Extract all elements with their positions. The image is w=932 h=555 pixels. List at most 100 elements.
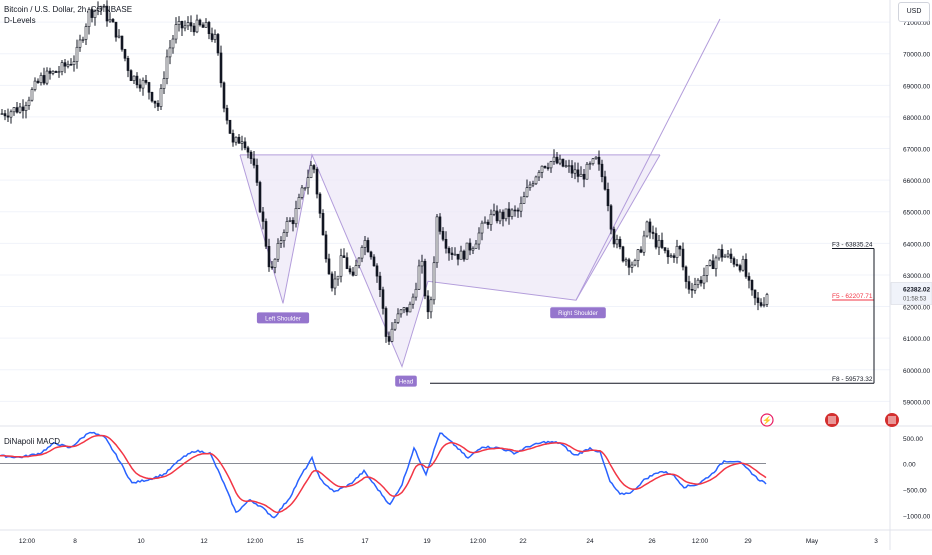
pattern-label: Left Shoulder (265, 316, 301, 322)
candle-body (234, 136, 238, 143)
macd-line (0, 431, 767, 519)
price-tick-label: 63000.00 (903, 273, 930, 280)
candle-body (192, 25, 196, 33)
candle-body (765, 294, 769, 305)
candle-body (483, 221, 487, 224)
candle-body (69, 63, 73, 66)
time-tick-label: 26 (648, 538, 656, 545)
candle-body (333, 278, 337, 289)
candle-body (558, 158, 562, 164)
candle-body (432, 262, 436, 301)
candle-body (138, 84, 142, 89)
candle-body (3, 113, 7, 117)
candle-body (201, 24, 205, 28)
candle-body (180, 21, 184, 29)
candle-body (258, 182, 262, 213)
time-tick-label: 3 (874, 538, 878, 545)
candle-body (282, 232, 286, 241)
candle-body (678, 245, 682, 250)
candle-body (210, 33, 214, 40)
candle-body (576, 169, 580, 177)
candle-body (594, 156, 598, 160)
candle-body (261, 211, 265, 222)
head-and-shoulders-pattern (239, 18, 721, 369)
time-tick-label: 29 (744, 538, 752, 545)
candle-body (294, 208, 298, 225)
candle-body (372, 256, 376, 267)
candle-body (120, 35, 124, 50)
macd-legend[interactable]: DiNapoli MACD (4, 436, 60, 447)
candle-body (21, 106, 25, 111)
pattern-label-bg (550, 307, 606, 319)
candle-body (402, 307, 406, 311)
time-tick-label: May (806, 538, 819, 545)
candle-body (249, 151, 253, 160)
fib-level-label: F3 - 63835.24 (832, 242, 873, 249)
candle-body (327, 258, 331, 275)
candle-body (54, 70, 58, 73)
candle-body (108, 19, 112, 22)
macd-tick-label: 500.00 (903, 436, 923, 443)
candle-body (393, 322, 397, 330)
candle-body (546, 167, 550, 169)
indicator-label: D-Levels (4, 16, 36, 25)
candle-body (84, 26, 88, 40)
candle-body (252, 158, 256, 166)
candle-body (438, 216, 442, 232)
price-axis: 59000.00 60000.00 61000.00 62000.00 63000.00… (890, 20, 932, 520)
candle-body (522, 196, 526, 204)
macd-tick-label: −500.00 (903, 487, 927, 494)
candle-body (129, 70, 133, 81)
symbol-legend[interactable]: Bitcoin / U.S. Dollar, 2h, COINBASE D-Le… (4, 4, 132, 26)
pattern-label-bg (395, 375, 417, 387)
candle-body (633, 260, 637, 266)
price-tick-label: 70000.00 (903, 52, 930, 59)
candle-body (30, 89, 34, 101)
candle-body (552, 156, 556, 162)
candle-body (618, 238, 622, 248)
candle-body (693, 284, 697, 291)
candle-body (447, 248, 451, 254)
candle-body (336, 275, 340, 280)
candle-body (219, 52, 223, 84)
candle-body (243, 141, 247, 149)
time-tick-label: 12:00 (247, 538, 264, 545)
fib-levels: F3 - 63835.24 F5 - 62207.71 F8 - 59573.32 (430, 242, 875, 384)
candle-body (408, 303, 412, 313)
candle-body (654, 233, 658, 248)
candle-body (51, 70, 55, 74)
candle-body (636, 249, 640, 261)
currency-button[interactable]: USD (898, 2, 930, 22)
candle-body (639, 249, 643, 253)
candle-body (456, 253, 460, 260)
candle-body (507, 208, 511, 217)
candle-body (354, 265, 358, 276)
candle-body (135, 75, 139, 86)
candle-body (231, 133, 235, 143)
candle-body (453, 253, 457, 256)
candle-body (459, 250, 463, 260)
candle-body (579, 173, 583, 177)
candle-body (720, 249, 724, 258)
time-tick-label: 12:00 (692, 538, 709, 545)
candle-body (399, 309, 403, 315)
candle-body (630, 264, 634, 268)
candle-body (492, 210, 496, 215)
candle-body (702, 275, 706, 284)
candle-body (279, 240, 283, 244)
candle-body (276, 242, 280, 260)
candle-body (240, 141, 244, 144)
candle-body (609, 205, 613, 230)
candle-body (384, 308, 388, 337)
candle-body (390, 328, 394, 342)
candle-body (756, 297, 760, 303)
candle-body (750, 280, 754, 291)
candle-body (738, 265, 742, 271)
price-tick-label: 67000.00 (903, 147, 930, 154)
flag-icon-stripes (888, 416, 896, 424)
time-tick-label: 8 (73, 538, 77, 545)
candle-body (195, 19, 199, 33)
candle-body (18, 106, 22, 113)
candle-body (99, 6, 103, 9)
